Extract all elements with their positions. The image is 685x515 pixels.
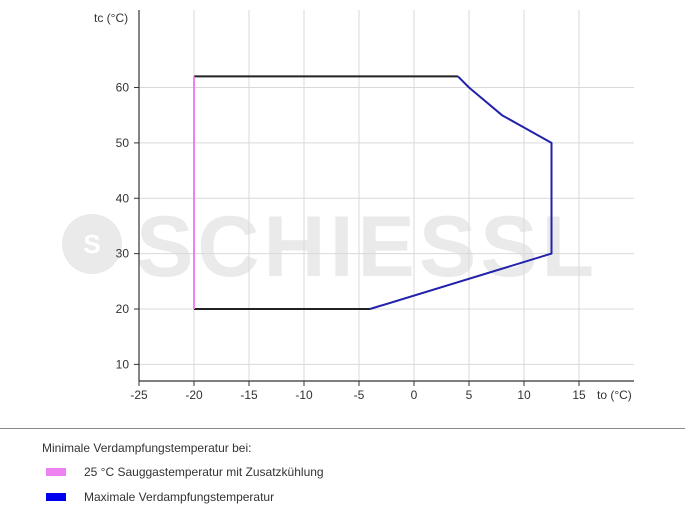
x-tick-label: -20 (185, 388, 203, 402)
x-tick-label: -15 (240, 388, 258, 402)
x-tick-label: -25 (130, 388, 148, 402)
x-tick-label: 15 (572, 388, 586, 402)
legend-label-max-evaporation: Maximale Verdampfungstemperatur (84, 490, 275, 504)
watermark-logo-icon (62, 214, 122, 274)
legend-swatch-suction-gas (46, 468, 66, 476)
watermark-logo-letter: S (83, 229, 100, 259)
watermark: S SCHIESSL (62, 199, 598, 295)
x-tick-label: -5 (354, 388, 365, 402)
series-layer (193, 75, 553, 310)
x-tick-label: 0 (411, 388, 418, 402)
y-tick-label: 40 (116, 191, 130, 205)
series-line-1 (369, 75, 553, 310)
x-axis-title: to (°C) (597, 388, 632, 402)
labels-layer: -25 -20 -15 -10 -5 0 5 10 15 10 20 30 40 50 60 (116, 81, 586, 402)
chart-svg: S SCHIESSL -25 -20 -15 -10 -5 0 5 10 15 10 20 30 40 5… (62, 10, 634, 402)
y-axis-title: tc (°C) (94, 11, 128, 25)
legend-label-suction-gas: 25 °C Sauggastemperatur mit Zusatzkühlun… (84, 465, 324, 479)
y-tick-label: 20 (116, 302, 130, 316)
x-tick-label: -10 (295, 388, 313, 402)
grid-layer (138, 10, 634, 381)
axes-layer (134, 10, 634, 386)
x-tick-label: 10 (517, 388, 531, 402)
legend-swatch-max-evaporation (46, 493, 66, 501)
legend-item-suction-gas: 25 °C Sauggastemperatur mit Zusatzkühlun… (46, 464, 324, 480)
y-tick-label: 30 (116, 247, 130, 261)
y-tick-label: 10 (116, 357, 130, 371)
watermark-text: SCHIESSL (136, 199, 598, 295)
legend: Minimale Verdampfungstemperatur bei: 25 … (0, 428, 685, 515)
y-tick-label: 60 (116, 81, 130, 95)
chart-area: S SCHIESSL -25 -20 -15 -10 -5 0 5 10 15 10 20 30 40 5… (62, 10, 634, 402)
y-tick-label: 50 (116, 136, 130, 150)
x-tick-label: 5 (466, 388, 473, 402)
legend-title: Minimale Verdampfungstemperatur bei: (42, 441, 252, 455)
legend-item-max-evaporation: Maximale Verdampfungstemperatur (46, 489, 274, 505)
